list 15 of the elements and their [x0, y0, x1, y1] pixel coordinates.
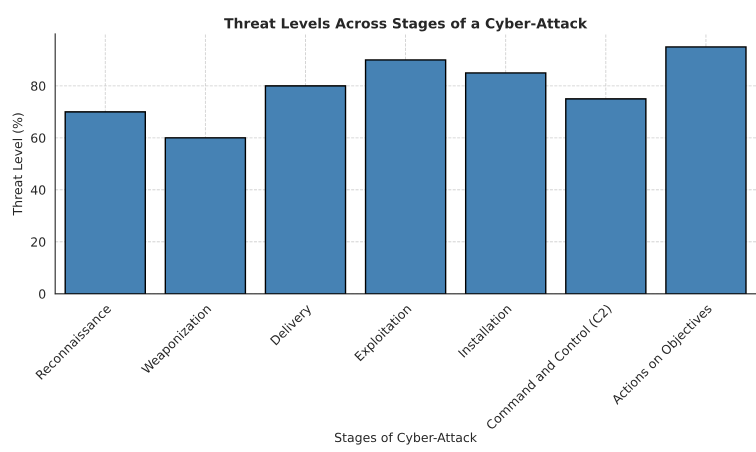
bar: [264, 85, 346, 294]
bar: [164, 137, 246, 294]
bar: [665, 46, 747, 294]
y-tick-label: 60: [31, 133, 46, 143]
bar: [364, 59, 446, 294]
bar: [565, 98, 647, 294]
x-axis-title: Stages of Cyber-Attack: [334, 432, 477, 445]
y-tick-label: 80: [31, 81, 46, 91]
y-axis-title: Threat Level (%): [12, 113, 24, 216]
chart-title: Threat Levels Across Stages of a Cyber-Attack: [224, 18, 588, 32]
bar: [64, 111, 146, 294]
bar: [464, 72, 546, 294]
y-tick-label: 0: [39, 289, 46, 299]
y-tick-label: 40: [30, 185, 46, 195]
y-tick-label: 20: [31, 237, 46, 247]
